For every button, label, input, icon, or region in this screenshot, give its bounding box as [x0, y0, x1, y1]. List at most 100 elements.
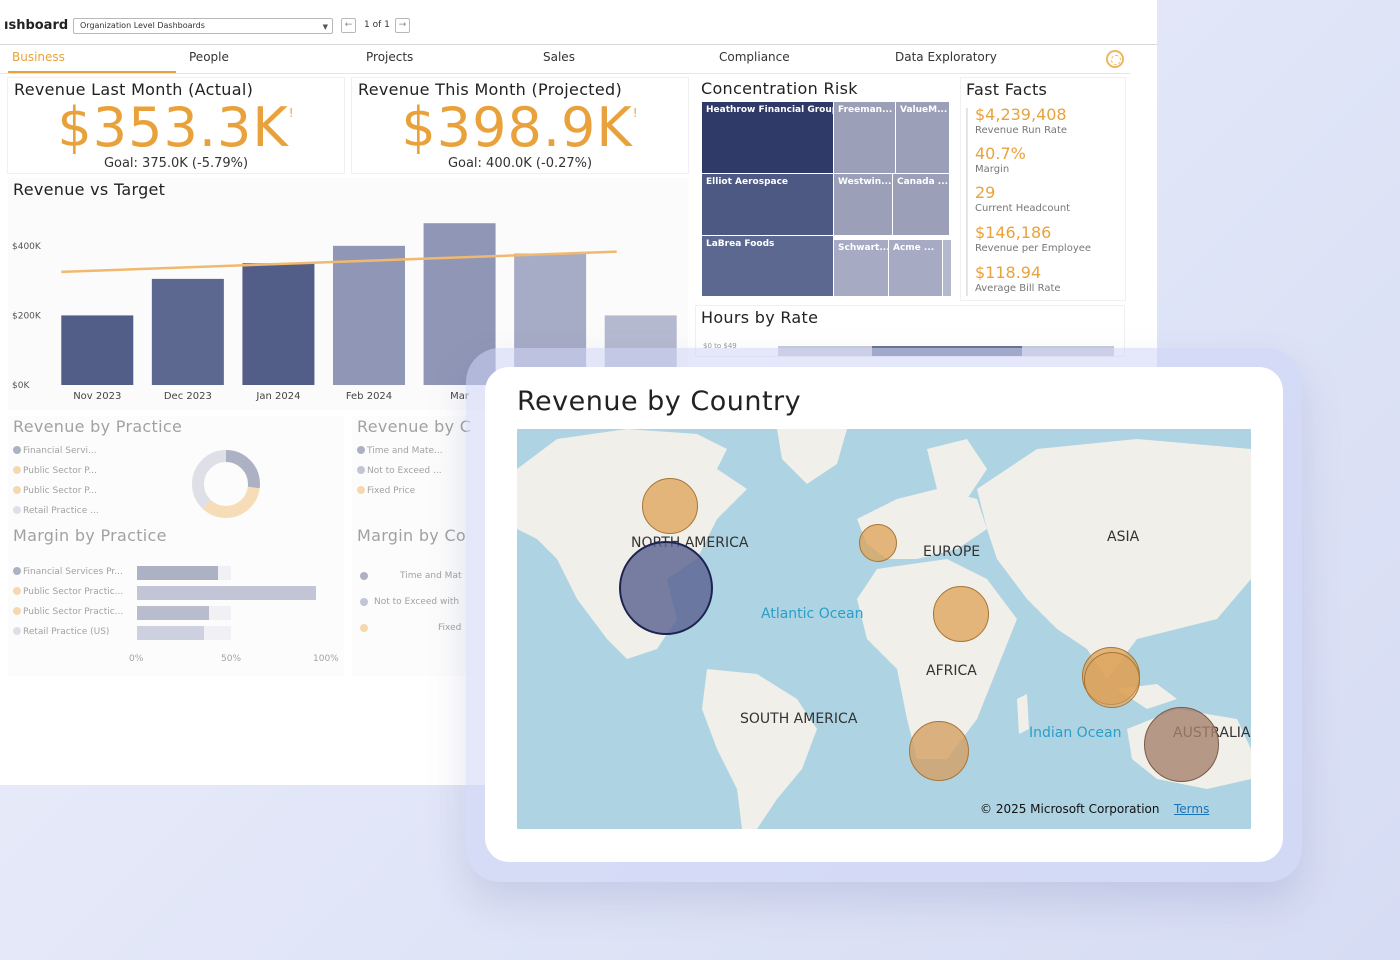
dashboard-select[interactable]: Organization Level Dashboards ▼: [73, 18, 333, 34]
warning-mark: !: [288, 106, 295, 120]
kpi-value-text: $353.3K: [57, 96, 289, 159]
treemap-cell[interactable]: Westwin...: [833, 173, 893, 236]
legend-label: Financial Servi...: [23, 446, 97, 456]
country-bubble-uk[interactable]: [859, 524, 897, 562]
brain-icon[interactable]: [1106, 50, 1124, 68]
tab-bar: Business People Projects Sales Complianc…: [0, 50, 1130, 73]
kpi-value-text: $398.9K: [401, 96, 633, 159]
fast-fact-label: Average Bill Rate: [975, 283, 1061, 294]
fast-fact-value: 40.7%: [975, 144, 1026, 163]
treemap-cell[interactable]: Freeman...: [833, 101, 896, 174]
treemap-cell-small[interactable]: [942, 239, 952, 297]
legend-label: Retail Practice (US): [23, 627, 110, 637]
x-tick-label: 100%: [313, 654, 339, 664]
legend-dot: [13, 627, 21, 635]
concentration-risk-panel: Concentration Risk Heathrow Financial Gr…: [696, 78, 954, 300]
chart-title: Revenue vs Target: [13, 180, 166, 199]
treemap-cell[interactable]: Schwart...: [833, 239, 889, 297]
legend-item[interactable]: Financial Servi...: [13, 446, 97, 456]
margin-row-label: Public Sector Practic...: [13, 607, 123, 617]
app-title: ıshboard: [4, 18, 69, 33]
margin-bar[interactable]: [137, 626, 204, 640]
revenue-by-contract-panel: Revenue by C Time and Mate... Not to Exce…: [352, 416, 472, 526]
country-bubble-asia-2[interactable]: [1084, 652, 1140, 708]
x-tick-label: 50%: [221, 654, 242, 664]
treemap-cell[interactable]: Acme ...: [888, 239, 943, 297]
legend-label: Time and Mate...: [367, 446, 443, 456]
margin-contract-label: Time and Mat: [400, 571, 462, 581]
margin-bar[interactable]: [137, 606, 209, 620]
treemap-cell[interactable]: Heathrow Financial Group: [701, 101, 834, 174]
treemap-cell[interactable]: Canada ...: [892, 173, 950, 236]
world-map-land: [517, 429, 1251, 829]
toolbar-divider: [0, 44, 1157, 45]
donut-slice: [192, 450, 260, 518]
legend-item[interactable]: Public Sector P...: [13, 466, 97, 476]
tab-sales[interactable]: Sales: [543, 50, 575, 64]
margin-bar[interactable]: [137, 566, 218, 580]
legend-dot: [13, 446, 21, 454]
world-map[interactable]: NORTH AMERICA EUROPE ASIA AFRICA SOUTH A…: [517, 429, 1251, 829]
kpi-title: Revenue This Month (Projected): [358, 80, 623, 99]
revenue-bar: [242, 263, 315, 385]
country-bubble-mideast[interactable]: [933, 586, 989, 642]
tab-compliance[interactable]: Compliance: [719, 50, 790, 64]
x-tick-label: Jan 2024: [255, 391, 300, 402]
axis-label: $0 to $49: [703, 342, 737, 350]
margin-bar[interactable]: [137, 586, 317, 600]
panel-title: Revenue by Practice: [13, 417, 183, 436]
treemap-cell[interactable]: Elliot Aerospace: [701, 173, 834, 236]
legend-label: Fixed Price: [367, 486, 416, 496]
legend-dot: [13, 607, 21, 615]
legend-item[interactable]: Time and Mate...: [357, 446, 443, 456]
country-bubble-australia[interactable]: [1144, 707, 1219, 782]
legend-item[interactable]: Not to Exceed ...: [357, 466, 442, 476]
continent-label: ASIA: [1107, 529, 1140, 545]
tab-projects[interactable]: Projects: [366, 50, 414, 64]
legend-item[interactable]: Retail Practice ...: [13, 506, 99, 516]
practice-donut-chart: [192, 450, 260, 518]
next-page-button[interactable]: →: [395, 18, 410, 33]
legend-dot: [360, 598, 368, 606]
page-indicator: 1 of 1: [364, 20, 390, 30]
legend-dot: [357, 486, 365, 494]
country-bubble-south-africa[interactable]: [909, 721, 969, 781]
tabs-divider: [0, 73, 1130, 74]
y-tick-label: $400K: [12, 242, 42, 252]
legend-label: Not to Exceed ...: [367, 466, 442, 476]
tab-people[interactable]: People: [189, 50, 229, 64]
legend-item[interactable]: Fixed Price: [357, 486, 415, 496]
fast-fact-value: $146,186: [975, 223, 1052, 242]
kpi-revenue-last-month: Revenue Last Month (Actual) $353.3K! Goa…: [8, 78, 344, 173]
treemap-cell[interactable]: ValueM...: [895, 101, 950, 174]
revenue-bar: [333, 245, 405, 385]
active-tab-indicator: [8, 71, 176, 73]
map-card-inner: Revenue by Country: [485, 367, 1283, 862]
map-title: Revenue by Country: [517, 386, 802, 417]
ocean-label: Indian Ocean: [1029, 725, 1122, 741]
tab-data-exploratory[interactable]: Data Exploratory: [895, 50, 997, 64]
legend-dot: [13, 567, 21, 575]
x-tick-label: Mar: [450, 391, 470, 402]
margin-contract-label: Fixed: [438, 623, 462, 633]
legend-label: Public Sector Practic...: [23, 607, 124, 617]
country-bubble-usa[interactable]: [619, 541, 713, 635]
fast-facts-panel: Fast Facts $4,239,408 Revenue Run Rate 4…: [961, 78, 1125, 300]
fast-facts-divider: [966, 108, 968, 296]
ocean-label: Atlantic Ocean: [761, 606, 864, 622]
legend-dot: [360, 624, 368, 632]
legend-dot: [13, 486, 21, 494]
map-copyright: © 2025 Microsoft Corporation: [980, 802, 1160, 816]
tab-business[interactable]: Business: [12, 50, 65, 64]
treemap-cell[interactable]: LaBrea Foods: [701, 235, 834, 297]
panel-title: Fast Facts: [966, 80, 1048, 99]
warning-mark: !: [632, 106, 639, 120]
map-terms-link[interactable]: Terms: [1174, 802, 1210, 816]
country-bubble-canada[interactable]: [642, 478, 698, 534]
prev-page-button[interactable]: ←: [341, 18, 356, 33]
legend-label: Retail Practice ...: [23, 506, 99, 516]
kpi-value: $353.3K!: [8, 96, 344, 159]
legend-dot: [357, 446, 365, 454]
legend-item[interactable]: Public Sector P...: [13, 486, 97, 496]
dashboard-select-value: Organization Level Dashboards: [80, 21, 205, 30]
